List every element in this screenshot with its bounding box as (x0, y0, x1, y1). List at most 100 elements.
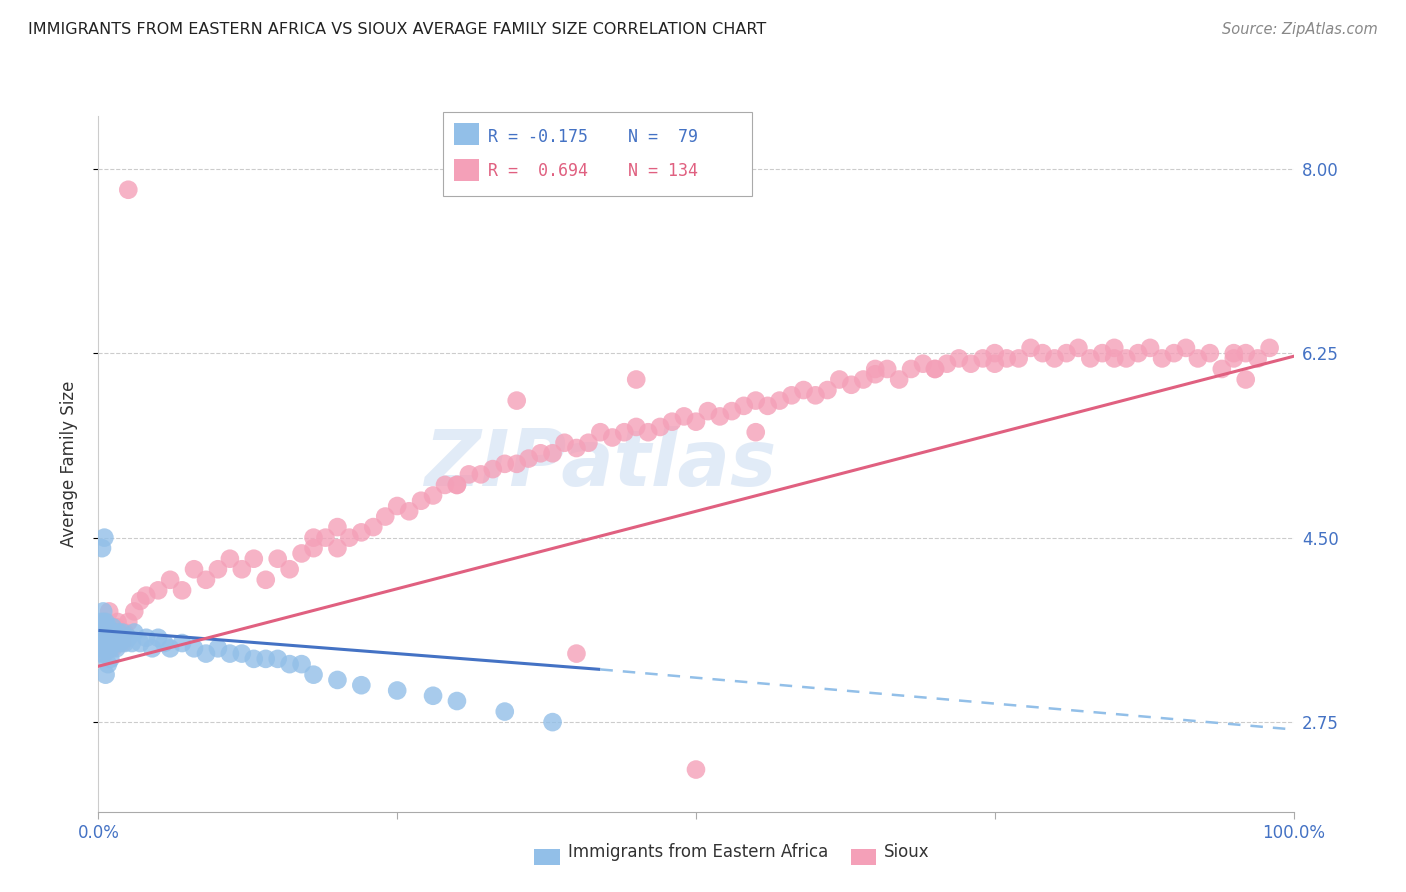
Point (207, 641, 229, 656)
Point (841, 377, 863, 392)
Text: Immigrants from Eastern Africa: Immigrants from Eastern Africa (568, 843, 828, 861)
Point (91, 604, 114, 618)
Point (278, 657, 301, 672)
Point (103, 625, 125, 640)
Point (111, 636, 134, 650)
Point (1163, 346, 1185, 360)
Point (108, 636, 131, 650)
Point (411, 493, 433, 508)
Point (254, 573, 277, 587)
Text: IMMIGRANTS FROM EASTERN AFRICA VS SIOUX AVERAGE FAMILY SIZE CORRELATION CHART: IMMIGRANTS FROM EASTERN AFRICA VS SIOUX … (28, 22, 766, 37)
Point (350, 525, 373, 540)
Point (602, 430, 624, 444)
Point (422, 689, 444, 703)
Point (110, 631, 132, 645)
Point (685, 763, 707, 777)
Point (541, 715, 564, 730)
Point (481, 462, 505, 476)
Point (101, 641, 124, 656)
Point (148, 583, 170, 598)
Point (159, 573, 181, 587)
Point (91, 620, 114, 634)
Point (1115, 351, 1137, 366)
Text: R =  0.694    N = 134: R = 0.694 N = 134 (488, 162, 697, 180)
Point (959, 357, 981, 371)
Point (129, 594, 152, 608)
Point (93, 636, 115, 650)
Point (94, 615, 117, 629)
Point (129, 636, 152, 650)
Point (1258, 341, 1281, 355)
Point (96, 641, 118, 656)
Point (1032, 346, 1054, 360)
Point (374, 509, 396, 524)
Point (172, 636, 194, 650)
Point (159, 641, 181, 656)
Point (302, 531, 325, 545)
Point (141, 641, 163, 656)
Point (103, 625, 125, 640)
Point (124, 625, 146, 640)
Point (1222, 351, 1246, 366)
Point (900, 362, 922, 376)
Point (117, 631, 139, 645)
Point (89, 636, 111, 650)
Point (1054, 346, 1078, 360)
Point (97, 620, 120, 634)
Point (101, 636, 124, 650)
Point (91, 541, 114, 556)
Point (565, 441, 588, 455)
Point (1091, 346, 1114, 360)
Point (91, 641, 114, 656)
Point (94, 631, 117, 645)
Point (98, 636, 122, 650)
Point (243, 551, 266, 566)
Point (183, 562, 205, 576)
Point (576, 435, 599, 450)
Point (98, 604, 121, 618)
Point (936, 357, 959, 371)
Point (172, 583, 194, 598)
Point (1007, 351, 1029, 366)
Point (101, 620, 124, 634)
Point (315, 531, 337, 545)
Point (446, 478, 468, 492)
Point (89, 641, 111, 656)
Point (815, 383, 838, 397)
Point (104, 636, 127, 650)
Point (91, 625, 114, 640)
Point (1234, 372, 1257, 386)
Point (107, 615, 129, 629)
Point (135, 631, 157, 645)
Text: Sioux: Sioux (884, 843, 929, 861)
Point (506, 393, 529, 408)
Point (470, 467, 492, 482)
Point (98, 625, 122, 640)
Point (108, 625, 131, 640)
Point (254, 652, 277, 666)
Point (183, 641, 205, 656)
Point (626, 372, 648, 386)
Point (96, 625, 118, 640)
Point (673, 409, 696, 424)
Point (793, 383, 815, 397)
Point (863, 368, 887, 382)
Point (117, 183, 139, 197)
Point (494, 705, 516, 719)
Point (350, 678, 373, 692)
Point (721, 404, 744, 418)
Point (1139, 341, 1161, 355)
Point (267, 652, 290, 666)
Point (194, 647, 218, 661)
Point (541, 446, 564, 460)
Point (100, 625, 122, 640)
Point (780, 388, 803, 402)
Point (107, 631, 129, 645)
Point (1198, 346, 1220, 360)
Point (98, 631, 122, 645)
Point (91, 636, 114, 650)
Point (96, 631, 118, 645)
Point (494, 457, 516, 471)
Point (768, 393, 790, 408)
Point (98, 652, 122, 666)
